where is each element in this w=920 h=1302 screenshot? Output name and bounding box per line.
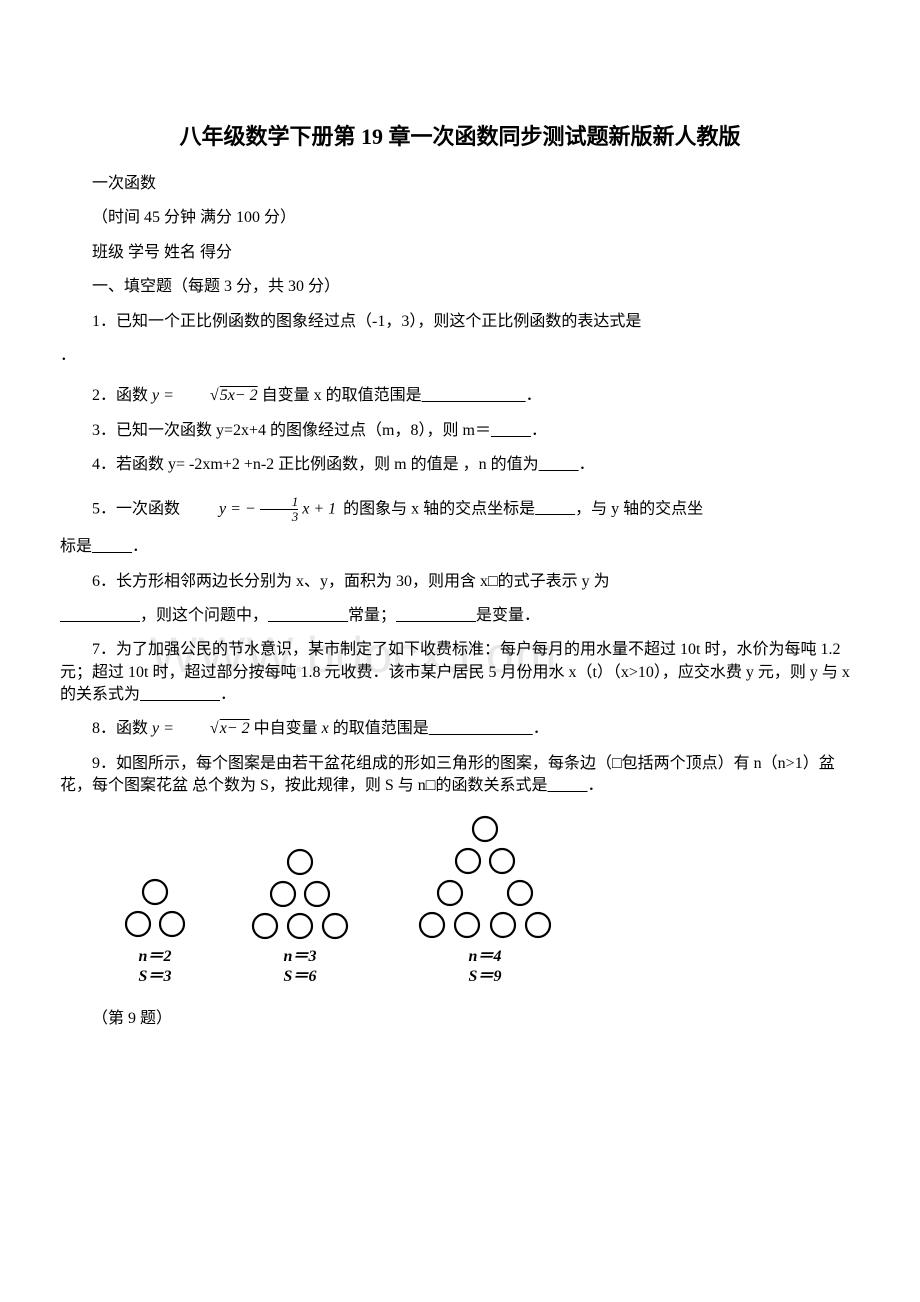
q8b-text: 中自变量 [254, 720, 322, 737]
blank-q7 [140, 686, 220, 703]
n3-s: S＝6 [284, 967, 317, 988]
blank-q6b [268, 607, 348, 624]
question-3: 3．已知一次函数 y=2x+4 的图像经过点（m，8），则 m＝ ． [60, 420, 860, 442]
q5e-text: ． [132, 538, 148, 555]
q4a-text: 4．若函数 y= -2xm+2 +n-2 正比例函数，则 m 的值是 ，n 的值… [92, 456, 539, 473]
blank-q9 [547, 777, 587, 794]
q5-after: x + 1 [298, 500, 336, 517]
caption-q9: （第 9 题） [60, 1008, 860, 1030]
pattern-svg-n3 [245, 846, 355, 941]
pattern-n3: n＝3 S＝6 [245, 846, 355, 989]
subtitle-topic: 一次函数 [60, 173, 860, 195]
q5-formula-y: y = − [219, 500, 260, 517]
n4-s: S＝9 [469, 967, 502, 988]
blank-q5a [535, 500, 575, 517]
blank-q3 [491, 422, 531, 439]
page-title: 八年级数学下册第 19 章一次函数同步测试题新版新人教版 [60, 120, 860, 153]
n4-n: n＝4 [469, 947, 502, 968]
question-1b: ． [60, 345, 860, 367]
pattern-figures: n＝2 S＝3 n＝3 S＝6 n＝4 [120, 813, 860, 989]
pattern-n2: n＝2 S＝3 [120, 876, 190, 989]
pattern-svg-n4 [410, 813, 560, 941]
q5-den: 3 [260, 510, 299, 524]
blank-q6c [396, 607, 476, 624]
q2b-text: 自变量 x 的取值范围是 [262, 387, 422, 404]
question-9: 9．如图所示，每个图案是由若干盆花组成的形如三角形的图案，每条边（□包括两个顶点… [60, 753, 860, 798]
question-5-line2: 标是 ． [60, 536, 860, 558]
subtitle-fields: 班级 学号 姓名 得分 [60, 242, 860, 264]
q8a-text: 8．函数 [92, 720, 152, 737]
q5c-text: ，与 y 轴的交点坐 [575, 500, 703, 517]
pattern-label-n4: n＝4 S＝9 [469, 947, 502, 989]
q5a-text: 5．一次函数 [92, 500, 180, 517]
q6d-text: 是变量． [476, 607, 540, 624]
pattern-label-n3: n＝3 S＝6 [284, 947, 317, 989]
n2-n: n＝2 [139, 947, 172, 968]
question-8: 8．函数 y = x− 2 中自变量 x 的取值范围是 ． [60, 718, 860, 740]
subtitle-time: （时间 45 分钟 满分 100 分） [60, 207, 860, 229]
q8-var: x [322, 720, 329, 737]
q5-formula: y = − 13 x + 1 [187, 495, 336, 525]
q8-radicand: x− 2 [219, 720, 250, 737]
question-7: 7．为了加强公民的节水意识，某市制定了如下收费标准：每户每月的用水量不超过 10… [60, 639, 860, 706]
pattern-n4: n＝4 S＝9 [410, 813, 560, 989]
q3b-text: ． [531, 422, 547, 439]
q2c-text: ． [526, 387, 542, 404]
q2-formula-y: y = [152, 387, 178, 404]
q5d-text: 标是 [60, 538, 92, 555]
question-6: 6．长方形相邻两边长分别为 x、y，面积为 30，则用含 x□的式子表示 y 为 [60, 571, 860, 593]
blank-q4 [539, 456, 579, 473]
q8d-text: ． [533, 720, 549, 737]
q9a-text: 9．如图所示，每个图案是由若干盆花组成的形如三角形的图案，每条边（□包括两个顶点… [60, 755, 835, 794]
question-4: 4．若函数 y= -2xm+2 +n-2 正比例函数，则 m 的值是 ，n 的值… [60, 454, 860, 476]
q7b-text: ． [220, 686, 236, 703]
q6c-text: 常量； [348, 607, 396, 624]
q5-num: 1 [260, 495, 299, 510]
q4b-text: ． [579, 456, 595, 473]
q3a-text: 3．已知一次函数 y=2x+4 的图像经过点（m，8），则 m＝ [92, 422, 491, 439]
blank-q8 [429, 720, 533, 737]
question-1: 1．已知一个正比例函数的图象经过点（-1，3），则这个正比例函数的表达式是 [60, 311, 860, 333]
q8c-text: 的取值范围是 [329, 720, 429, 737]
q5b-text: 的图象与 x 轴的交点坐标是 [343, 500, 535, 517]
q1-text: 1．已知一个正比例函数的图象经过点（-1，3），则这个正比例函数的表达式是 [92, 313, 641, 330]
n2-s: S＝3 [139, 967, 172, 988]
n3-n: n＝3 [284, 947, 317, 968]
q2a-text: 2．函数 [92, 387, 152, 404]
q6a-text: 6．长方形相邻两边长分别为 x、y，面积为 30，则用含 x□的式子表示 y 为 [92, 573, 610, 590]
section-header-1: 一、填空题（每题 3 分，共 30 分） [60, 276, 860, 298]
pattern-svg-n2 [120, 876, 190, 941]
q2-radicand: 5x− 2 [219, 387, 258, 404]
pattern-label-n2: n＝2 S＝3 [139, 947, 172, 989]
q2-formula: y = 5x− 2 [152, 387, 262, 404]
question-5: 5．一次函数 y = − 13 x + 1 的图象与 x 轴的交点坐标是 ，与 … [60, 495, 860, 525]
question-6-line2: ，则这个问题中， 常量； 是变量． [60, 605, 860, 627]
blank-q5b [92, 538, 132, 555]
q9b-text: ． [587, 777, 603, 794]
blank-q6a [60, 607, 140, 624]
q8-formula: y = x− 2 [152, 720, 254, 737]
q1b-text: ． [60, 347, 76, 364]
q8-formula-y: y = [152, 720, 178, 737]
question-2: 2．函数 y = 5x− 2 自变量 x 的取值范围是 ． [60, 385, 860, 407]
blank-q2 [422, 387, 526, 404]
q6b-text: ，则这个问题中， [140, 607, 268, 624]
